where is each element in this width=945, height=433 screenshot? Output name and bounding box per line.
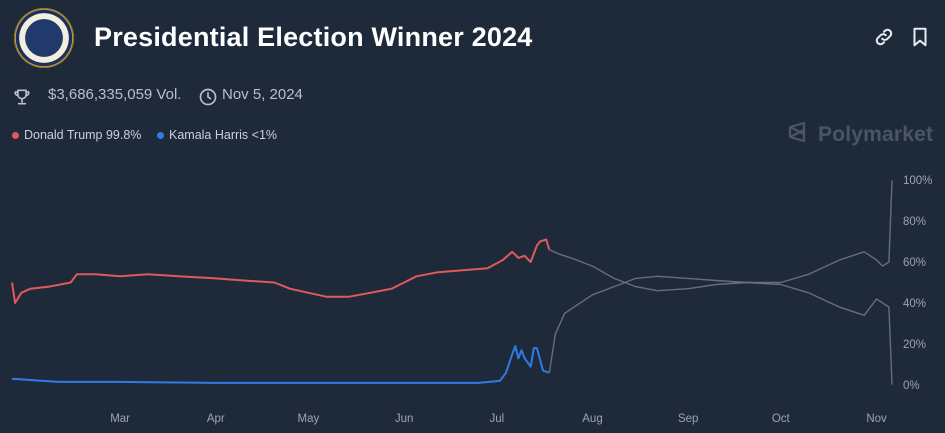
x-tick-label: Jun <box>395 413 414 425</box>
x-tick-label: Nov <box>866 413 887 425</box>
legend-dot-trump <box>12 131 19 139</box>
chart-lines <box>11 180 893 385</box>
x-tick-label: Oct <box>772 413 791 425</box>
legend-label-harris: Kamala Harris <1% <box>169 128 278 142</box>
polymarket-logo-icon <box>786 120 810 150</box>
x-tick-label: Sep <box>678 413 698 425</box>
y-tick-label: 40% <box>903 298 926 310</box>
y-tick-label: 0% <box>903 380 920 392</box>
legend-dot-harris <box>157 131 164 139</box>
presidential-seal-icon <box>14 8 74 68</box>
link-icon[interactable] <box>873 26 895 48</box>
x-tick-label: Aug <box>582 413 602 425</box>
legend-item-trump[interactable]: Donald Trump 99.8% <box>12 128 141 142</box>
bookmark-icon[interactable] <box>909 26 931 48</box>
price-history-chart[interactable]: 100% 80% 60% 40% 20% 0% Mar Apr May Jun Jul Aug Sep… <box>0 160 945 433</box>
series-line-kamala-harris-faded <box>548 275 893 385</box>
volume-text: $3,686,335,059 Vol. <box>48 86 182 103</box>
y-tick-label: 100% <box>903 175 932 187</box>
clock-icon <box>198 87 218 111</box>
x-tick-label: Apr <box>207 413 225 425</box>
page-title: Presidential Election Winner 2024 <box>94 22 533 52</box>
polymarket-watermark: Polymarket <box>786 120 933 150</box>
x-axis-ticks: Mar Apr May Jun Jul Aug Sep Oct Nov <box>110 413 887 425</box>
series-line-donald-trump <box>11 238 551 304</box>
x-tick-label: May <box>298 413 320 425</box>
y-tick-label: 20% <box>903 339 926 351</box>
legend-label-trump: Donald Trump 99.8% <box>24 128 142 142</box>
end-date-text: Nov 5, 2024 <box>222 86 303 103</box>
y-axis-ticks: 100% 80% 60% 40% 20% 0% <box>903 175 932 392</box>
x-tick-label: Jul <box>489 413 504 425</box>
polymarket-watermark-text: Polymarket <box>818 123 934 146</box>
x-tick-label: Mar <box>110 413 130 425</box>
legend-item-harris[interactable]: Kamala Harris <1% <box>157 128 277 142</box>
trophy-icon <box>12 87 32 111</box>
series-line-donald-trump-faded <box>549 180 893 292</box>
y-tick-label: 60% <box>903 257 926 269</box>
series-line-kamala-harris <box>11 345 550 384</box>
y-tick-label: 80% <box>903 216 926 228</box>
market-header: Presidential Election Winner 2024 <box>12 6 933 70</box>
